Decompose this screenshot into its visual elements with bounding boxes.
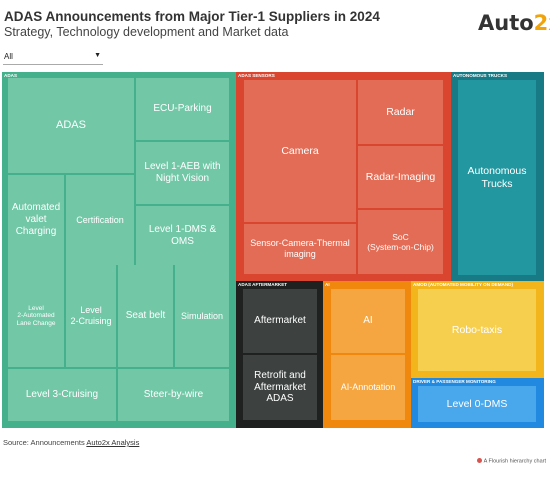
treemap-group-label: ADAS xyxy=(4,73,18,78)
treemap-tile-label: AI-Annotation xyxy=(340,382,396,393)
logo-text: Auto xyxy=(478,11,534,35)
treemap-tile-aftermarket[interactable]: Aftermarket xyxy=(243,289,317,353)
treemap-tile-label: Level 2-Cruising xyxy=(70,305,112,326)
treemap-tile-label: AI xyxy=(363,315,373,327)
treemap-tile-level-0-dms[interactable]: Level 0-DMS xyxy=(418,386,536,422)
flourish-logo-icon xyxy=(476,458,482,463)
treemap-tile-autonomous-trucks[interactable]: Autonomous Trucks xyxy=(458,80,536,275)
treemap-tile-ai-annotation[interactable]: AI-Annotation xyxy=(331,355,405,420)
treemap-tile-level-1-dms-oms[interactable]: Level 1-DMS & OMS xyxy=(136,206,229,265)
treemap-tile-retrofit-and-aftermarket-adas[interactable]: Retrofit and Aftermarket ADAS xyxy=(243,355,317,420)
treemap-group-label: Driver & Passenger Monitoring xyxy=(413,379,496,384)
treemap-tile-label: Radar xyxy=(386,105,415,118)
category-filter-dropdown[interactable]: All ▼ xyxy=(3,49,103,65)
treemap-tile-label: Autonomous Trucks xyxy=(467,165,527,190)
treemap-tile-automated-valet-charging[interactable]: Automated valet Charging xyxy=(8,175,64,265)
treemap-tile-label: ECU-Parking xyxy=(153,103,212,115)
treemap-tile-camera[interactable]: Camera xyxy=(244,80,356,222)
treemap-tile-steer-by-wire[interactable]: Steer-by-wire xyxy=(118,369,229,421)
treemap-group-label: ADAS Aftermarket xyxy=(238,282,288,287)
treemap-tile-label: Automated valet Charging xyxy=(11,202,61,237)
chart-title: ADAS Announcements from Major Tier-1 Sup… xyxy=(4,9,380,24)
source-link[interactable]: Auto2x Analysis xyxy=(86,438,140,447)
treemap-tile-label: Level 1-AEB with Night Vision xyxy=(144,161,221,184)
chart-subtitle: Strategy, Technology development and Mar… xyxy=(4,25,289,39)
source-prefix: Source: Announcements xyxy=(3,438,87,447)
treemap-group-label: AI xyxy=(325,282,330,287)
treemap-tile-label: Retrofit and Aftermarket ADAS xyxy=(254,369,306,405)
treemap-tile-label: Simulation xyxy=(180,310,224,321)
treemap-tile-label: Radar-Imaging xyxy=(365,170,436,183)
treemap-tile-label: Camera xyxy=(281,144,319,157)
treemap-tile-label: SoC (System-on-Chip) xyxy=(367,231,434,252)
treemap-tile-soc-system-on-chip[interactable]: SoC (System-on-Chip) xyxy=(358,210,443,274)
treemap-tile-label: Sensor-Camera-Thermal imaging xyxy=(250,238,350,259)
treemap-tile-simulation[interactable]: Simulation xyxy=(175,265,229,367)
treemap-tile-level-2-cruising[interactable]: Level 2-Cruising xyxy=(66,265,116,367)
treemap-tile-ai[interactable]: AI xyxy=(331,289,405,353)
treemap-tile-label: Certification xyxy=(76,214,124,225)
treemap-tile-seat-belt[interactable]: Seat belt xyxy=(118,265,173,367)
flourish-credit[interactable]: A Flourish hierarchy chart xyxy=(476,458,546,465)
treemap-tile-ecu-parking[interactable]: ECU-Parking xyxy=(136,78,229,140)
treemap-tile-label: Level 1-DMS & OMS xyxy=(148,223,217,247)
treemap-tile-label: Robo-taxis xyxy=(451,323,503,336)
treemap-tile-label: ADAS xyxy=(56,119,86,132)
logo-accent: 2x xyxy=(533,11,550,35)
filter-selected-value: All xyxy=(4,52,13,61)
treemap-group-label: ADAS Sensors xyxy=(238,73,275,78)
treemap-tile-level-1-aeb-with-night-vision[interactable]: Level 1-AEB with Night Vision xyxy=(136,142,229,204)
auto2x-logo: Auto2x xyxy=(478,8,550,38)
treemap-tile-label: Aftermarket xyxy=(254,315,306,327)
credit-text: A Flourish hierarchy chart xyxy=(483,458,546,465)
treemap-tile-radar[interactable]: Radar xyxy=(358,80,443,144)
chevron-down-icon: ▼ xyxy=(94,52,101,59)
treemap-tile-level-2-automated-lane-change[interactable]: Level 2-Automated Lane Change xyxy=(8,265,64,367)
treemap-tile-robo-taxis[interactable]: Robo-taxis xyxy=(418,289,536,371)
treemap-tile-label: Steer-by-wire xyxy=(143,389,204,401)
treemap-tile-label: Seat belt xyxy=(125,310,166,322)
treemap-tile-label: Level 2-Automated Lane Change xyxy=(16,304,56,327)
treemap-tile-certification[interactable]: Certification xyxy=(66,175,134,265)
treemap-tile-adas[interactable]: ADAS xyxy=(8,78,134,173)
treemap-group-label: Autonomous Trucks xyxy=(453,73,508,78)
treemap-group-label: AMOD (Automated Mobility on Demand) xyxy=(413,282,514,287)
treemap-tile-radar-imaging[interactable]: Radar-Imaging xyxy=(358,146,443,208)
treemap-tile-level-3-cruising[interactable]: Level 3-Cruising xyxy=(8,369,116,421)
treemap-tile-sensor-camera-thermal-imaging[interactable]: Sensor-Camera-Thermal imaging xyxy=(244,224,356,274)
treemap-tile-label: Level 3-Cruising xyxy=(25,389,99,401)
source-note: Source: Announcements Auto2x Analysis xyxy=(3,438,139,447)
treemap-tile-label: Level 0-DMS xyxy=(446,397,508,410)
